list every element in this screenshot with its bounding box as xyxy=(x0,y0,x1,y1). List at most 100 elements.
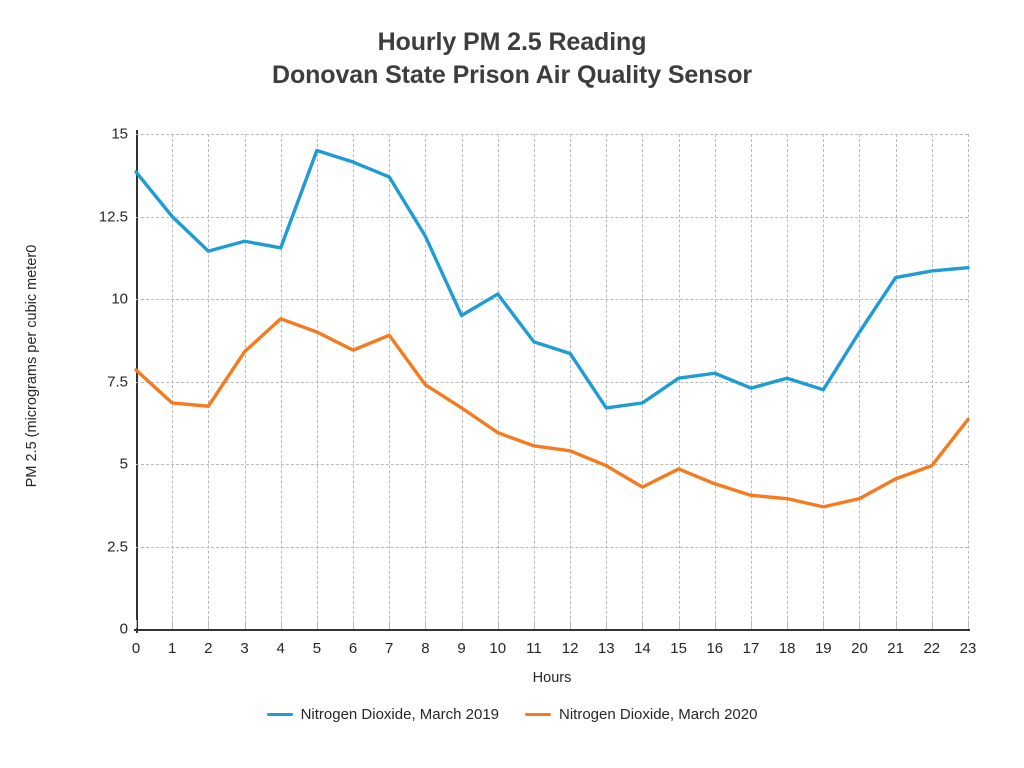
x-axis-tick-mark xyxy=(316,620,318,628)
x-axis-tick-label: 7 xyxy=(385,640,394,657)
gridline-horizontal xyxy=(136,299,968,300)
gridline-vertical xyxy=(244,134,246,629)
x-axis-label: Hours xyxy=(532,670,572,686)
x-axis-tick-mark xyxy=(533,620,535,628)
x-axis-tick-mark xyxy=(389,620,391,628)
y-axis-tick-label: 15 xyxy=(111,125,128,143)
x-axis-tick-mark xyxy=(425,620,427,628)
gridline-vertical xyxy=(968,134,969,629)
y-axis-tick-label: 2.5 xyxy=(107,538,128,555)
legend-item-label: Nitrogen Dioxide, March 2019 xyxy=(300,706,499,723)
gridline-vertical xyxy=(823,134,825,629)
x-axis-tick-mark xyxy=(895,620,897,628)
chart-title-line-2: Donovan State Prison Air Quality Sensor xyxy=(272,61,752,89)
gridline-vertical xyxy=(208,134,210,629)
x-axis-tick-mark xyxy=(172,620,174,628)
x-axis-tick-mark xyxy=(606,620,608,628)
x-axis-tick-label: 6 xyxy=(348,640,358,657)
y-axis-tick-labels: 0 2.5 5 7.5 10 12.5 15 xyxy=(58,126,128,638)
x-axis-tick-label: 14 xyxy=(634,640,651,657)
chart-title-line-1: Hourly PM 2.5 Reading xyxy=(377,28,647,56)
gridline-horizontal xyxy=(136,216,968,218)
x-axis-tick-label: 13 xyxy=(597,640,615,657)
x-axis-tick-mark xyxy=(570,620,572,628)
gridline-horizontal xyxy=(136,134,968,135)
x-axis-tick-label: 15 xyxy=(670,640,687,657)
series-line-1 xyxy=(134,148,970,410)
x-axis-tick-label: 17 xyxy=(742,640,760,657)
gridline-vertical xyxy=(570,134,572,629)
legend-item-1[interactable]: Nitrogen Dioxide, March 2019 xyxy=(266,706,499,723)
gridline-vertical xyxy=(353,134,355,629)
gridline-horizontal xyxy=(136,464,968,465)
chart-legend: Nitrogen Dioxide, March 2019 Nitrogen Dio… xyxy=(0,706,1024,723)
x-axis-tick-mark xyxy=(461,620,463,628)
x-axis-tick-labels: 0 1 2 3 4 5 6 7 8 9 10 11 12 13 14 15 16 17 18 19 20 21 22 23 xyxy=(132,640,977,662)
gridline-vertical xyxy=(895,134,897,629)
y-axis-tick-label: 10 xyxy=(111,290,128,308)
x-axis-tick-label: 16 xyxy=(706,640,724,657)
gridline-vertical xyxy=(678,134,680,629)
x-axis-tick-label: 21 xyxy=(887,640,904,657)
gridline-vertical xyxy=(859,134,861,629)
y-axis-tick-label: 7.5 xyxy=(107,373,128,390)
gridline-vertical xyxy=(533,134,535,629)
x-axis-tick-mark xyxy=(750,620,752,628)
x-axis-tick-mark xyxy=(787,620,789,628)
x-axis-tick-label: 23 xyxy=(959,640,977,657)
gridline-vertical xyxy=(389,134,391,629)
x-axis-tick-label: 11 xyxy=(526,640,542,657)
x-axis-tick-label: 19 xyxy=(814,640,832,657)
x-axis-tick-mark xyxy=(208,620,210,628)
gridline-vertical xyxy=(425,134,427,629)
legend-line-swatch-icon xyxy=(266,712,293,717)
x-axis-tick-label: 12 xyxy=(561,640,579,657)
gridline-vertical xyxy=(714,134,716,629)
x-axis-tick-mark xyxy=(642,620,644,628)
x-axis-tick-mark xyxy=(678,620,680,628)
x-axis-tick-mark xyxy=(931,620,933,628)
series-lines xyxy=(134,148,970,509)
gridline-horizontal xyxy=(136,381,968,383)
gridline-vertical xyxy=(931,134,933,629)
x-axis-tick-label: 0 xyxy=(131,640,141,657)
gridline-vertical xyxy=(280,134,282,629)
x-axis-tick-mark xyxy=(244,620,246,628)
x-axis-tick-label: 9 xyxy=(457,640,466,657)
x-axis-tick-mark xyxy=(823,620,825,628)
y-axis-tick-label: 0 xyxy=(119,620,128,638)
chart-title: Hourly PM 2.5 Reading Donovan State Pris… xyxy=(0,26,1024,92)
x-axis-tick-label: 18 xyxy=(778,640,796,657)
x-axis-tick-mark xyxy=(353,620,355,628)
x-axis-tick-label: 8 xyxy=(421,640,430,657)
gridline-horizontal xyxy=(136,546,968,548)
x-axis-tick-label: 4 xyxy=(276,640,285,657)
x-axis-tick-label: 22 xyxy=(923,640,941,657)
gridline-vertical xyxy=(497,134,499,629)
legend-item-label: Nitrogen Dioxide, March 2020 xyxy=(559,706,758,723)
x-axis-tick-label: 5 xyxy=(312,640,322,657)
x-axis-tick-label: 3 xyxy=(240,640,249,657)
x-axis-tick-label: 10 xyxy=(489,640,507,657)
plot-area xyxy=(134,134,970,629)
x-axis-tick-mark xyxy=(280,620,282,628)
x-axis-tick-mark xyxy=(968,620,969,628)
x-axis-tick-label: 1 xyxy=(168,640,177,657)
x-axis-line xyxy=(134,629,970,631)
x-axis-tick-mark xyxy=(859,620,861,628)
x-axis-tick-label: 2 xyxy=(204,640,213,657)
gridline-vertical xyxy=(750,134,752,629)
legend-item-2[interactable]: Nitrogen Dioxide, March 2020 xyxy=(525,706,757,723)
gridline-vertical xyxy=(642,134,644,629)
gridline-vertical xyxy=(172,134,174,629)
gridline-vertical xyxy=(787,134,789,629)
y-axis-tick-label: 12.5 xyxy=(98,208,128,225)
series-line-2 xyxy=(134,317,970,509)
x-axis-tick-mark xyxy=(497,620,499,628)
x-axis-tick-mark xyxy=(136,620,137,628)
x-axis-tick-label: 20 xyxy=(851,640,868,657)
gridline-vertical xyxy=(461,134,463,629)
y-axis-label: PM 2.5 (micrograms per cubic meter0 xyxy=(24,244,40,488)
x-axis-tick-mark xyxy=(714,620,716,628)
